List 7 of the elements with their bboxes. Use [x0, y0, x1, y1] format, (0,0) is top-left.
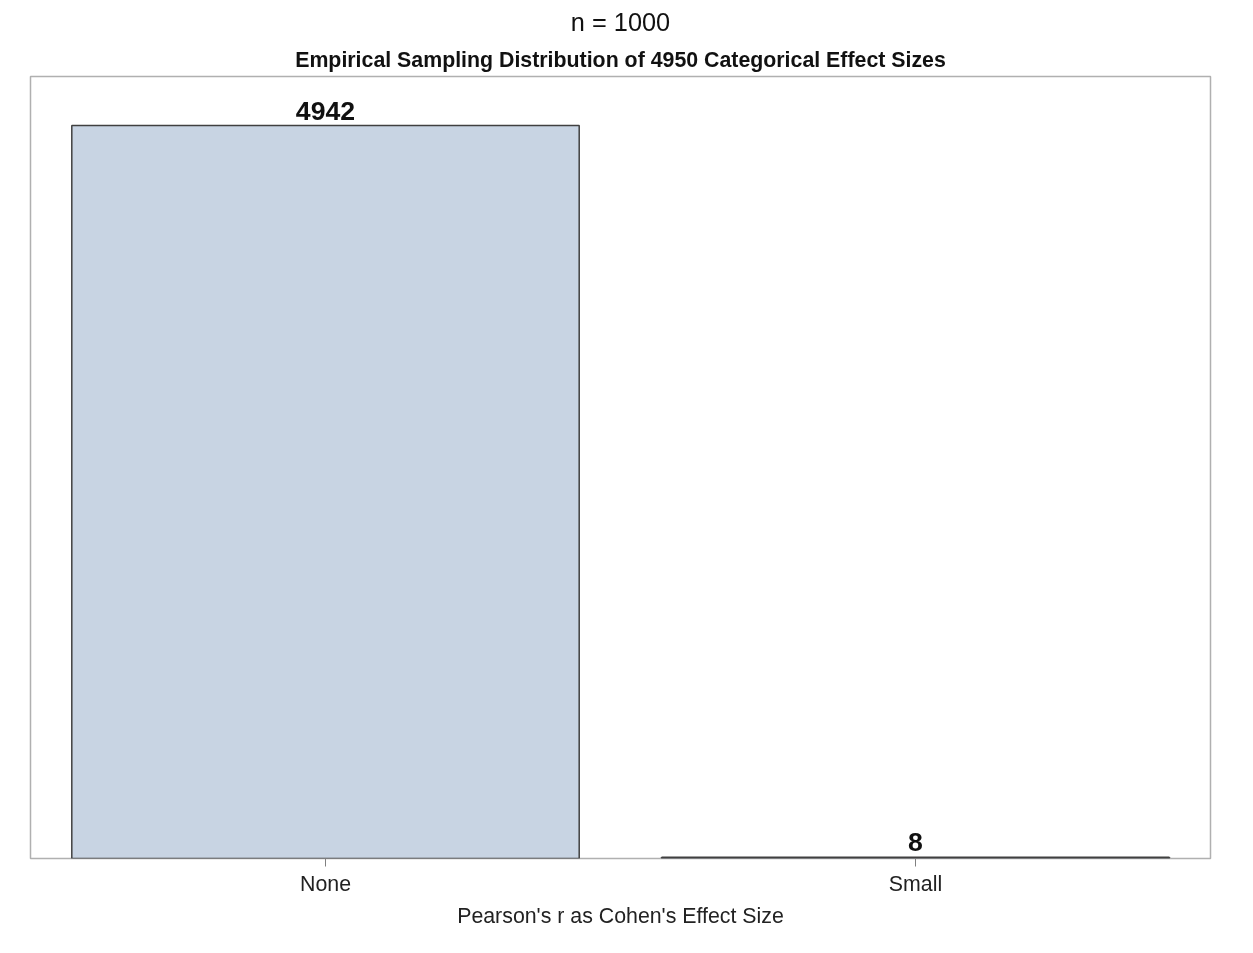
x-tick-label: Small	[888, 871, 943, 896]
data-label: 4942	[295, 95, 356, 126]
chart-subtitle: Empirical Sampling Distribution of 4950 Categorical Effect Sizes	[295, 47, 946, 72]
chart-title: n = 1000	[570, 7, 671, 36]
x-axis-title: Pearson's r as Cohen's Effect Size	[457, 903, 784, 928]
x-tick-label: None	[300, 871, 352, 896]
data-label: 8	[908, 827, 923, 858]
